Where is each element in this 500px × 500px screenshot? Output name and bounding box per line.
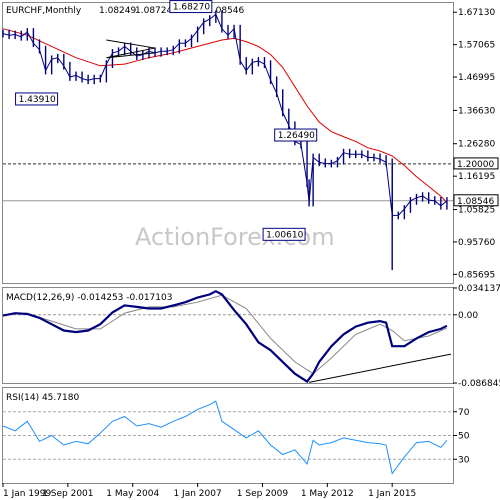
- price-level-tag-label: 1.08546: [457, 197, 494, 207]
- macd-layer: [2, 289, 453, 384]
- x-tick-label: 1 May 2012: [301, 489, 354, 499]
- price-y-tick-label: 1.16195: [458, 172, 495, 182]
- rsi-layer: [2, 400, 453, 475]
- x-tick-label: 1 Jan 1999: [3, 489, 51, 499]
- price-y-tick-label: 0.85695: [458, 270, 495, 280]
- price-annotation-box: [15, 92, 59, 106]
- x-tick-label: 1 Jan 2015: [368, 489, 416, 499]
- ohlc-open: 1.08249: [99, 6, 136, 16]
- rsi-y-tick-label: 70: [458, 408, 470, 418]
- price-y-tick-label: 1.05825: [458, 206, 495, 216]
- macd-y-tick-label: -0.086845: [458, 379, 500, 389]
- x-tick-label: 1 Jan 2007: [173, 489, 221, 499]
- x-tick-label: 1 Sep 2001: [42, 489, 93, 499]
- chart-title: EURCHF,Monthly: [6, 6, 82, 16]
- triangle-pattern: [106, 39, 156, 59]
- rsi-y-tick-label: 50: [458, 432, 470, 442]
- rsi-title: RSI(14) 45.7180: [6, 393, 79, 403]
- macd-panel: [2, 287, 454, 384]
- macd-y-tick-label: 0.00: [458, 311, 478, 321]
- ohlc-high: 1.08724: [135, 6, 172, 16]
- price-annotation-box: [274, 128, 318, 142]
- price-y-tick-label: 1.67130: [458, 8, 495, 18]
- price-layer: 1.68270 1.43910 1.26490 1.00610: [2, 0, 453, 271]
- x-tick-label: 1 May 2004: [106, 489, 159, 499]
- price-close-line: [2, 13, 448, 216]
- price-y-tick-label: 1.26280: [458, 140, 495, 150]
- rsi-y-tick-label: 30: [458, 455, 470, 465]
- axis-layer: 1.67130 1.57065 1.46995 1.36630 1.26280 1.161…: [2, 8, 500, 499]
- price-annotation-label: 1.00610: [266, 230, 303, 240]
- price-level-tag-label: 1.20000: [457, 160, 494, 170]
- price-annotation-box: [262, 227, 306, 241]
- price-level-tag: [453, 157, 499, 170]
- price-y-tick-label: 1.46995: [458, 73, 495, 83]
- price-y-tick-label: 1.36630: [458, 106, 495, 116]
- price-annotation-label: 1.43910: [19, 95, 56, 105]
- price-annotation-box: [169, 0, 213, 14]
- price-panel: [2, 2, 454, 284]
- price-annotation-label: 1.26490: [278, 131, 315, 141]
- ohlc-close: 1.08546: [207, 6, 244, 16]
- macd-trendline: [308, 353, 452, 383]
- price-y-tick-label: 0.95760: [458, 238, 495, 248]
- macd-title: MACD(12,26,9) -0.014253 -0.017103: [6, 293, 172, 303]
- rsi-line: [2, 400, 448, 475]
- moving-average-line: [2, 28, 448, 203]
- macd-line: [2, 289, 448, 384]
- price-annotation-label: 1.68270: [173, 3, 210, 13]
- price-y-tick-label: 1.57065: [458, 41, 495, 51]
- price-level-tag: [453, 194, 499, 207]
- macd-y-tick-label: 0.034137: [458, 284, 500, 294]
- x-tick-label: 1 Sep 2009: [237, 489, 289, 499]
